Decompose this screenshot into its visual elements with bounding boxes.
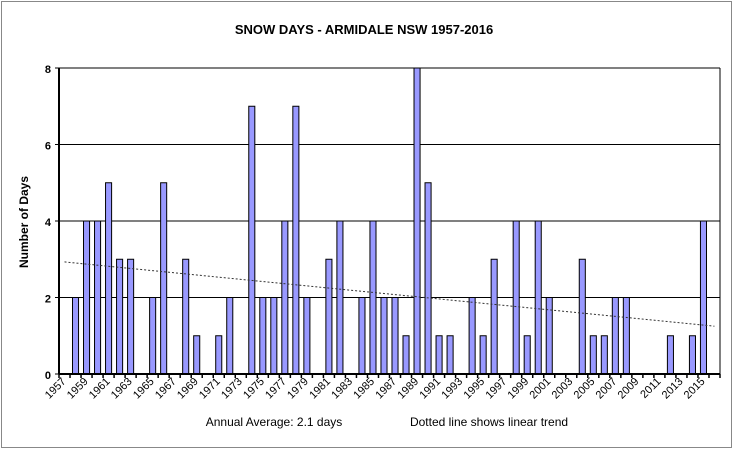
bar-2007 — [611, 297, 619, 375]
x-tick-label: 1991 — [417, 376, 443, 402]
y-tick-label: 2 — [45, 294, 51, 306]
x-tick-label: 1969 — [175, 376, 201, 402]
bar-1994 — [468, 297, 476, 375]
x-tick-label: 2015 — [682, 376, 708, 402]
x-tick-label: 2005 — [572, 376, 598, 402]
x-tick-label: 2009 — [616, 376, 642, 402]
chart-title: SNOW DAYS - ARMIDALE NSW 1957-2016 — [235, 22, 493, 37]
bar-1998 — [512, 220, 520, 375]
bar-1988 — [402, 335, 410, 375]
bar-1996 — [490, 258, 498, 375]
y-tick-label: 0 — [45, 370, 51, 382]
bar-2014 — [688, 335, 696, 375]
bar-2001 — [545, 297, 553, 375]
bar-1990 — [424, 182, 432, 375]
bar-1984 — [358, 297, 366, 375]
bar-1959 — [83, 220, 91, 375]
bar-2015 — [699, 220, 708, 375]
bar-1986 — [380, 297, 388, 375]
x-tick-label: 2007 — [594, 376, 620, 402]
linear-trend-line — [64, 261, 715, 327]
x-tick-label: 1959 — [65, 376, 91, 402]
bar-1971 — [215, 335, 223, 375]
x-tick-label: 1967 — [153, 376, 179, 402]
bar-1972 — [226, 297, 234, 375]
bar-2004 — [578, 258, 586, 375]
x-tick-label: 1979 — [285, 376, 311, 402]
bar-1987 — [391, 297, 399, 375]
bar-2005 — [589, 335, 597, 375]
x-tick-label: 1997 — [483, 376, 509, 402]
y-axis-label: Number of Days — [17, 176, 31, 268]
x-tick-label: 2001 — [528, 376, 554, 402]
bar-1999 — [523, 335, 531, 375]
bar-1968 — [182, 258, 190, 375]
y-tick-label: 6 — [45, 141, 51, 153]
bar-1960 — [94, 220, 102, 375]
bar-1966 — [160, 182, 168, 375]
bar-1989 — [413, 67, 421, 375]
bar-1976 — [270, 297, 278, 375]
bar-1963 — [127, 258, 135, 375]
bar-1979 — [303, 297, 311, 375]
x-tick-label: 1999 — [506, 376, 532, 402]
x-tick-label: 1975 — [241, 376, 267, 402]
x-tick-label: 1987 — [373, 376, 399, 402]
x-tick-label: 1963 — [109, 376, 135, 402]
bar-1995 — [479, 335, 487, 375]
x-tick-label: 1985 — [351, 376, 377, 402]
bar-1978 — [292, 105, 300, 375]
x-tick-label: 1973 — [219, 376, 245, 402]
y-tick-label: 8 — [45, 64, 51, 76]
x-tick-label: 1977 — [263, 376, 289, 402]
trend-note: Dotted line shows linear trend — [410, 415, 568, 429]
bar-1992 — [446, 335, 454, 375]
x-tick-label: 1971 — [197, 376, 223, 402]
x-tick-label: 1993 — [439, 376, 465, 402]
y-tick-label: 4 — [45, 217, 52, 229]
x-tick-label: 2013 — [660, 376, 686, 402]
bar-1981 — [325, 258, 333, 375]
bar-1977 — [281, 220, 289, 375]
x-tick-label: 1965 — [131, 376, 157, 402]
bar-1985 — [369, 220, 377, 375]
bar-1975 — [259, 297, 267, 375]
annual-average-note: Annual Average: 2.1 days — [206, 415, 343, 429]
x-tick-label: 1983 — [329, 376, 355, 402]
bar-1958 — [71, 297, 80, 375]
x-tick-label: 1989 — [395, 376, 421, 402]
bar-1982 — [336, 220, 344, 375]
bar-2000 — [534, 220, 542, 375]
x-tick-label: 2011 — [638, 376, 663, 401]
bar-2006 — [600, 335, 608, 375]
x-tick-label: 1995 — [461, 376, 487, 402]
bar-1961 — [105, 182, 113, 375]
bar-2008 — [622, 297, 630, 375]
bar-1969 — [193, 335, 201, 375]
x-tick-label: 1961 — [87, 376, 113, 402]
bar-1962 — [116, 258, 124, 375]
x-tick-label: 1981 — [307, 376, 333, 402]
bar-1974 — [248, 105, 256, 375]
bar-1965 — [149, 297, 157, 375]
x-tick-label: 2003 — [550, 376, 576, 402]
bar-1991 — [435, 335, 443, 375]
bar-2012 — [666, 335, 674, 375]
